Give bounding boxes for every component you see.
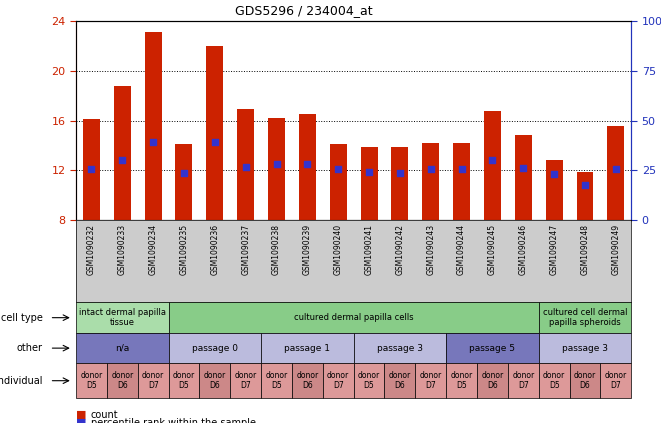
Point — [611, 166, 621, 173]
Point — [333, 166, 344, 173]
Point — [86, 166, 97, 173]
Text: donor
D5: donor D5 — [266, 371, 288, 390]
Text: GSM1090241: GSM1090241 — [365, 224, 373, 275]
Bar — [484, 111, 501, 220]
Text: donor
D5: donor D5 — [81, 371, 102, 390]
Text: donor
D7: donor D7 — [420, 371, 442, 390]
Text: passage 1: passage 1 — [284, 343, 330, 353]
Point — [302, 161, 313, 168]
Point — [364, 168, 374, 175]
Text: donor
D5: donor D5 — [543, 371, 565, 390]
Text: GSM1090239: GSM1090239 — [303, 224, 312, 275]
Point — [518, 165, 529, 171]
Text: ■: ■ — [76, 410, 87, 420]
Bar — [453, 143, 470, 220]
Text: donor
D7: donor D7 — [327, 371, 349, 390]
Text: donor
D6: donor D6 — [111, 371, 134, 390]
Text: other: other — [17, 343, 43, 353]
Text: donor
D5: donor D5 — [358, 371, 380, 390]
Point — [426, 166, 436, 173]
Bar — [83, 119, 100, 220]
Text: donor
D5: donor D5 — [451, 371, 473, 390]
Point — [271, 161, 282, 168]
Text: donor
D6: donor D6 — [574, 371, 596, 390]
Text: GSM1090235: GSM1090235 — [180, 224, 188, 275]
Bar — [176, 144, 192, 220]
Bar — [299, 114, 316, 220]
Text: passage 3: passage 3 — [562, 343, 608, 353]
Text: GSM1090245: GSM1090245 — [488, 224, 497, 275]
Point — [456, 166, 467, 173]
Point — [241, 163, 251, 170]
Text: GDS5296 / 234004_at: GDS5296 / 234004_at — [235, 4, 372, 17]
Point — [178, 169, 189, 176]
Bar — [114, 86, 131, 220]
Text: GSM1090238: GSM1090238 — [272, 224, 281, 275]
Text: donor
D6: donor D6 — [389, 371, 411, 390]
Text: percentile rank within the sample: percentile rank within the sample — [91, 418, 256, 423]
Bar — [237, 110, 254, 220]
Text: donor
D7: donor D7 — [235, 371, 256, 390]
Bar — [330, 144, 346, 220]
Text: GSM1090237: GSM1090237 — [241, 224, 250, 275]
Text: passage 0: passage 0 — [192, 343, 238, 353]
Text: donor
D6: donor D6 — [296, 371, 319, 390]
Text: GSM1090236: GSM1090236 — [210, 224, 219, 275]
Bar — [607, 126, 624, 220]
Point — [148, 138, 159, 145]
Text: donor
D7: donor D7 — [512, 371, 534, 390]
Text: passage 5: passage 5 — [469, 343, 516, 353]
Text: passage 3: passage 3 — [377, 343, 423, 353]
Text: GSM1090244: GSM1090244 — [457, 224, 466, 275]
Point — [395, 169, 405, 176]
Bar — [206, 46, 223, 220]
Text: donor
D6: donor D6 — [481, 371, 504, 390]
Point — [549, 170, 559, 177]
Bar — [145, 32, 161, 220]
Text: individual: individual — [0, 376, 43, 386]
Text: donor
D5: donor D5 — [173, 371, 195, 390]
Text: GSM1090240: GSM1090240 — [334, 224, 342, 275]
Text: GSM1090243: GSM1090243 — [426, 224, 435, 275]
Bar — [361, 147, 377, 220]
Text: GSM1090249: GSM1090249 — [611, 224, 620, 275]
Bar — [391, 147, 408, 220]
Point — [117, 157, 128, 164]
Text: donor
D6: donor D6 — [204, 371, 226, 390]
Text: donor
D7: donor D7 — [605, 371, 627, 390]
Text: cell type: cell type — [1, 313, 43, 323]
Text: count: count — [91, 410, 118, 420]
Text: cultured dermal papilla cells: cultured dermal papilla cells — [294, 313, 413, 322]
Text: GSM1090246: GSM1090246 — [519, 224, 527, 275]
Bar — [576, 171, 594, 220]
Text: n/a: n/a — [115, 343, 130, 353]
Text: donor
D7: donor D7 — [142, 371, 164, 390]
Point — [580, 182, 590, 189]
Bar — [515, 135, 531, 220]
Bar — [268, 118, 285, 220]
Text: GSM1090234: GSM1090234 — [149, 224, 157, 275]
Text: ■: ■ — [76, 418, 87, 423]
Text: cultured cell dermal
papilla spheroids: cultured cell dermal papilla spheroids — [543, 308, 627, 327]
Text: intact dermal papilla
tissue: intact dermal papilla tissue — [79, 308, 166, 327]
Point — [210, 138, 220, 145]
Text: GSM1090248: GSM1090248 — [580, 224, 590, 275]
Text: GSM1090242: GSM1090242 — [395, 224, 405, 275]
Text: GSM1090247: GSM1090247 — [550, 224, 559, 275]
Point — [487, 157, 498, 164]
Text: GSM1090233: GSM1090233 — [118, 224, 127, 275]
Bar — [422, 143, 439, 220]
Bar — [546, 160, 563, 220]
Text: GSM1090232: GSM1090232 — [87, 224, 96, 275]
